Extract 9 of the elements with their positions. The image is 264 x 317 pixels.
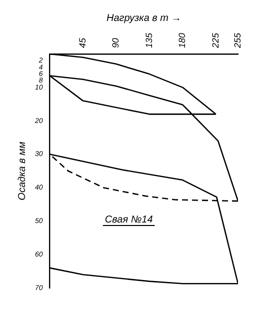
- x-tick-label: 45: [78, 36, 88, 48]
- x-tick-label: 180: [177, 32, 188, 48]
- annotation: Свая №14: [104, 214, 154, 226]
- y-axis-title: Осадка в мм: [16, 142, 28, 200]
- x-tick-label: 135: [144, 32, 154, 48]
- x-tick-label: 90: [110, 38, 121, 48]
- x-tick-label: 225: [210, 32, 220, 49]
- x-tick-label: 255: [232, 32, 242, 49]
- x-axis-title: Нагрузка в т →: [106, 12, 182, 24]
